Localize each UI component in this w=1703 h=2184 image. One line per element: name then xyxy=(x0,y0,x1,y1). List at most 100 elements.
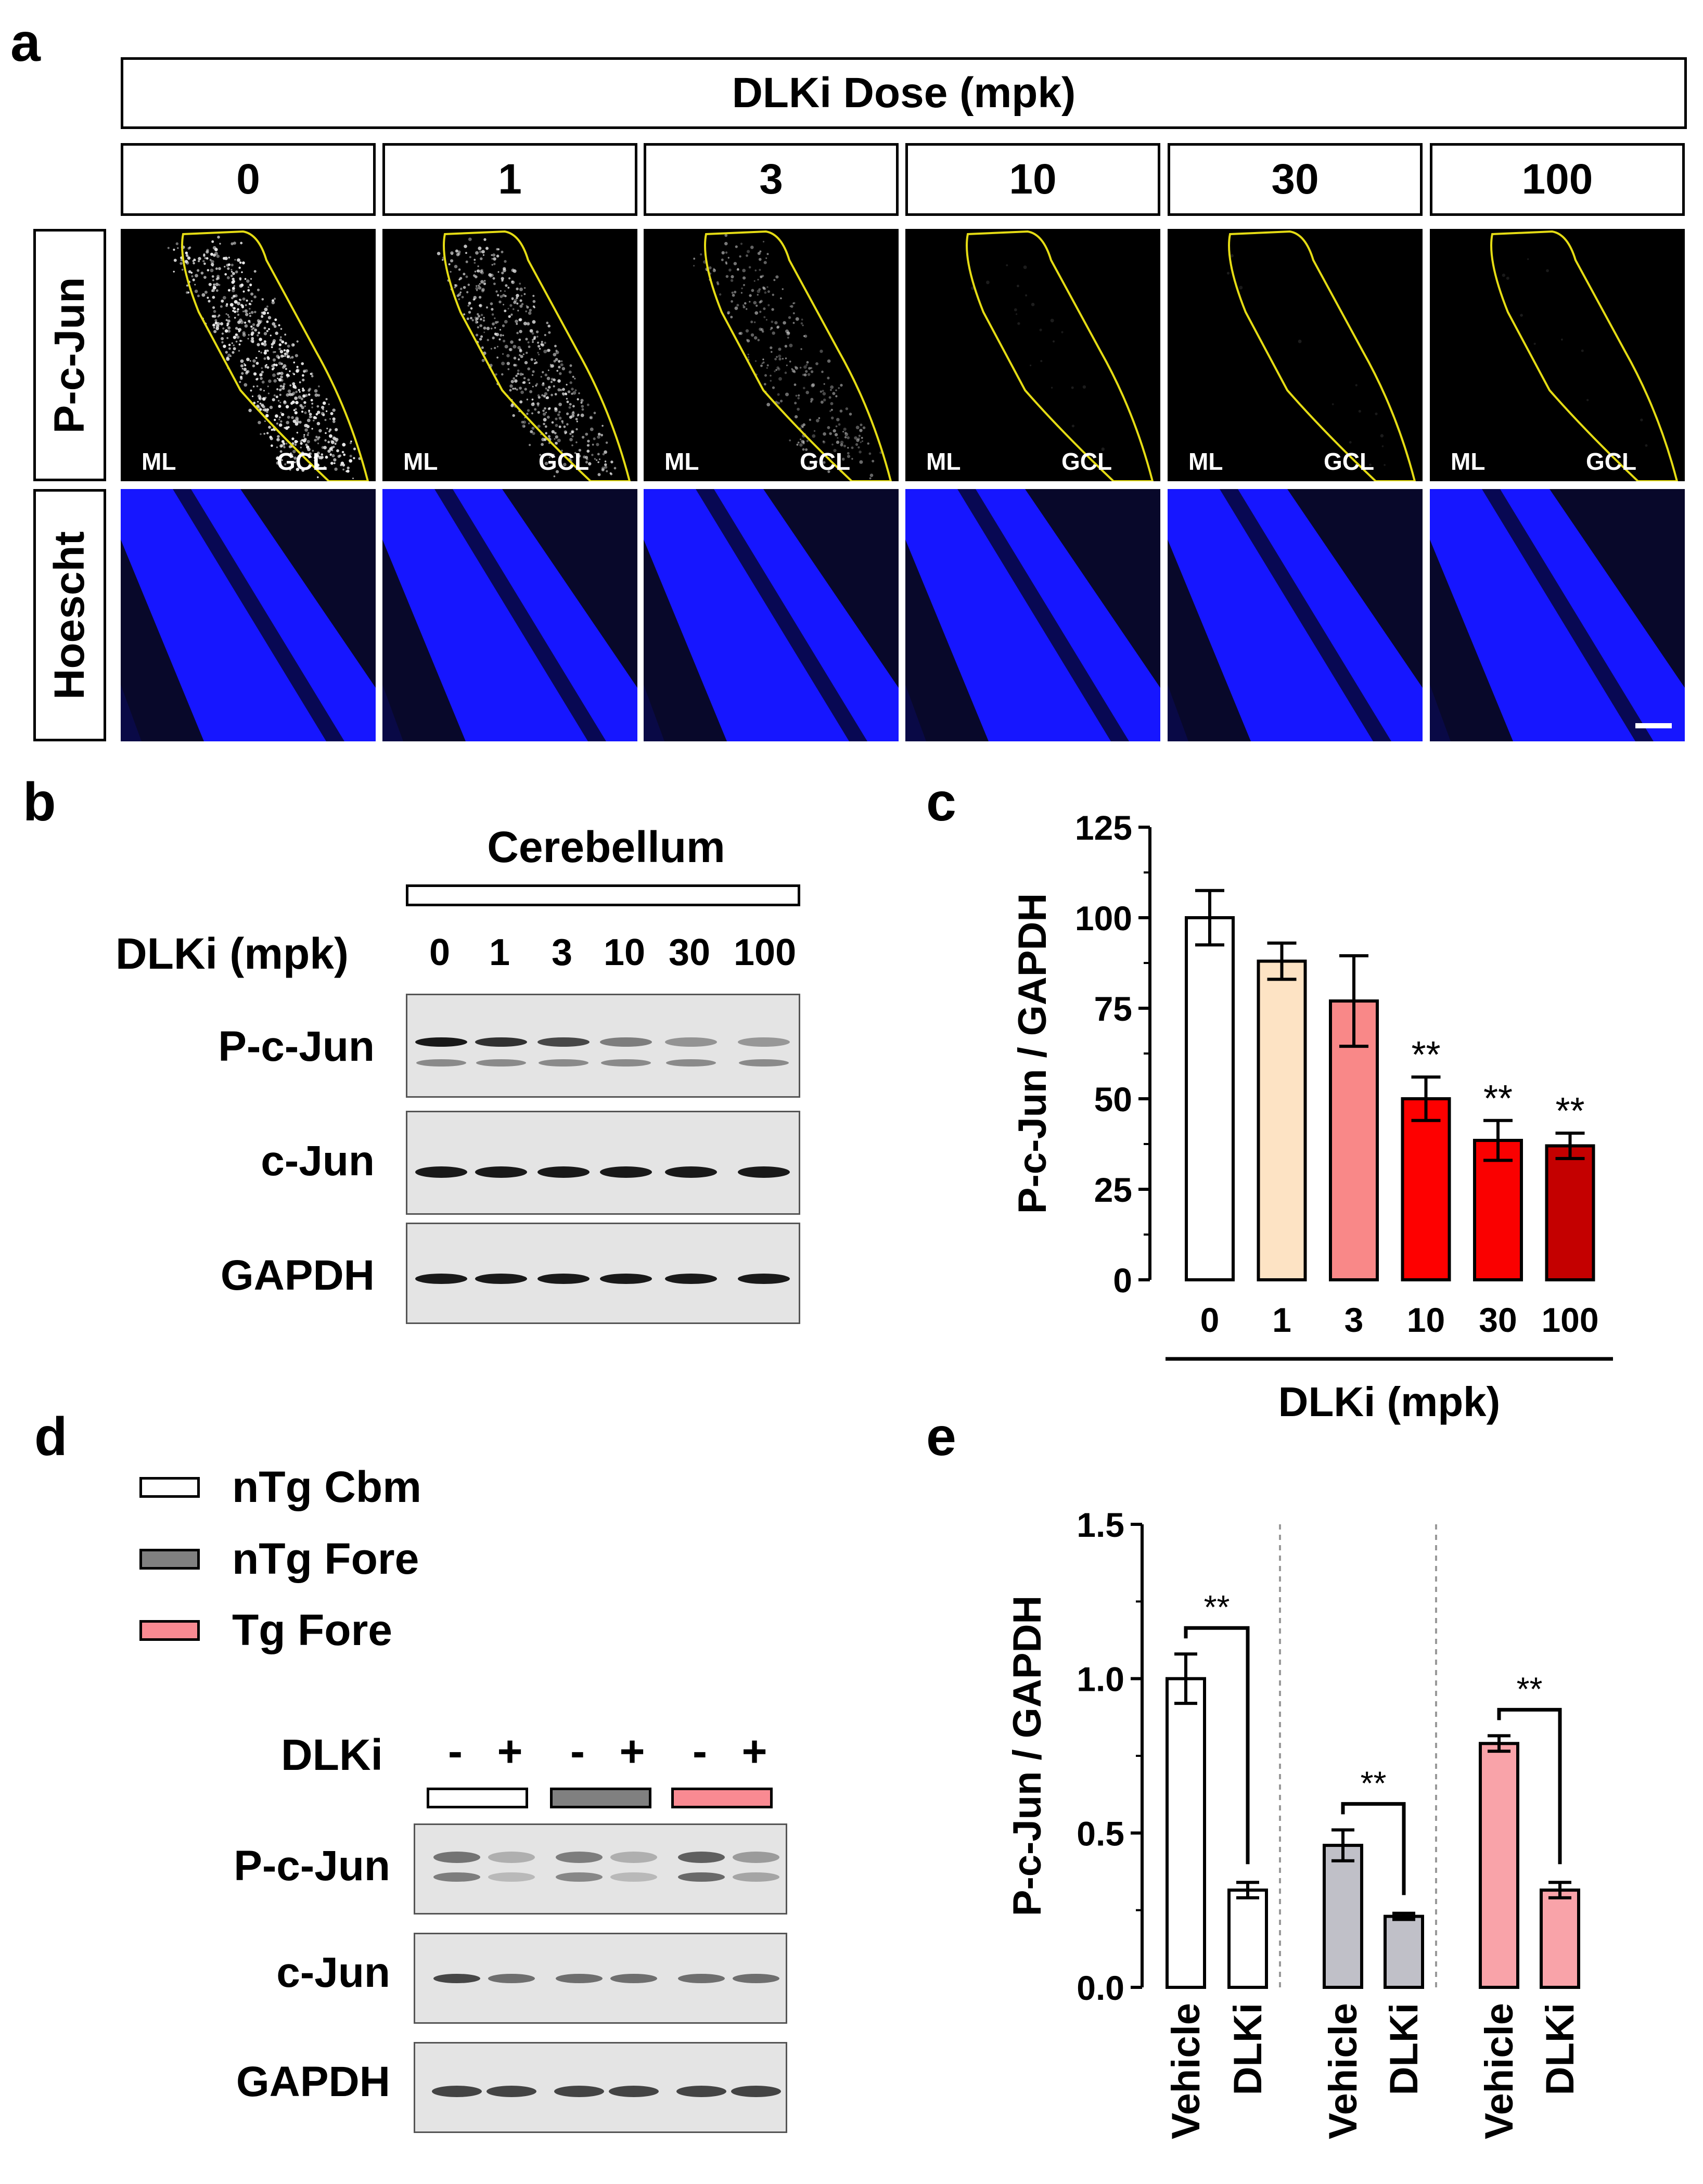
signal-dot xyxy=(529,444,531,446)
signal-dot xyxy=(802,324,804,327)
signal-dot xyxy=(566,401,569,403)
signal-dot xyxy=(306,425,310,428)
signal-dot xyxy=(332,436,336,440)
signal-dot xyxy=(548,331,551,334)
signal-dot xyxy=(558,403,562,406)
signal-dot xyxy=(309,416,312,419)
signal-dot xyxy=(566,423,569,426)
signal-dot xyxy=(551,460,554,464)
signal-dot xyxy=(246,279,250,283)
signal-dot xyxy=(221,337,224,340)
signal-dot xyxy=(778,348,782,351)
signal-dot xyxy=(331,449,334,452)
signal-dot xyxy=(304,428,308,432)
signal-dot xyxy=(513,344,517,349)
band-secondary xyxy=(739,1059,789,1067)
signal-dot xyxy=(840,441,844,444)
signal-dot xyxy=(180,262,183,265)
signal-dot xyxy=(839,409,843,413)
signal-dot xyxy=(600,433,604,436)
signal-dot xyxy=(735,245,738,248)
signal-dot xyxy=(522,420,526,424)
signal-dot xyxy=(185,252,188,254)
signal-dot xyxy=(601,466,605,470)
signal-dot xyxy=(277,356,280,359)
signal-dot xyxy=(836,418,840,421)
signal-dot xyxy=(550,393,553,396)
signal-dot xyxy=(750,333,754,337)
signal-dot xyxy=(198,260,200,262)
signal-dot xyxy=(782,358,784,360)
signal-dot xyxy=(497,294,500,297)
signal-dot xyxy=(275,414,278,418)
signal-dot xyxy=(838,387,840,389)
signal-dot xyxy=(774,370,776,372)
blot-svg xyxy=(415,1166,790,1178)
region-label-ml: ML xyxy=(1451,448,1486,475)
hoechst-image xyxy=(905,489,1160,741)
signal-dot xyxy=(741,287,743,290)
hoechst-image xyxy=(644,489,899,741)
bar xyxy=(1323,1844,1363,1989)
signal-dot xyxy=(515,364,518,367)
granule-layer xyxy=(644,489,899,741)
signal-dot xyxy=(558,456,562,460)
signal-dot xyxy=(523,293,526,296)
signal-dot xyxy=(272,398,275,402)
legend-label: nTg Cbm xyxy=(232,1462,421,1511)
signal-dot xyxy=(742,305,746,309)
signal-dot xyxy=(278,362,282,365)
signal-dot xyxy=(537,411,540,414)
band xyxy=(415,1274,467,1284)
region-label-ml: ML xyxy=(664,448,699,475)
signal-dot xyxy=(212,279,214,281)
hoechst-image xyxy=(1430,489,1685,741)
x-tick-label: Vehicle xyxy=(1321,2003,1365,2139)
signal-dot xyxy=(450,259,454,263)
signal-dot xyxy=(519,318,522,322)
y-tick-label: 125 xyxy=(1075,808,1132,847)
signal-dot xyxy=(329,453,332,456)
signal-dot xyxy=(239,261,242,264)
band xyxy=(432,2086,482,2097)
signal-dot xyxy=(557,413,560,416)
pcjun-image: ML GCL xyxy=(1430,229,1685,481)
signal-dot xyxy=(272,339,276,343)
signal-dot xyxy=(543,413,546,416)
signal-dot xyxy=(553,359,556,363)
signal-dot xyxy=(560,449,564,452)
signal-dot xyxy=(569,403,572,406)
signal-dot xyxy=(754,360,757,362)
signal-dot xyxy=(244,364,247,367)
legend-label: Tg Fore xyxy=(232,1605,392,1654)
signal-dot xyxy=(494,321,498,324)
signal-dot xyxy=(308,393,311,396)
blot-svg xyxy=(415,1037,790,1067)
band-secondary xyxy=(416,1059,466,1067)
signal-dot xyxy=(510,404,514,407)
band xyxy=(609,2086,659,2097)
signal-dot xyxy=(527,323,530,325)
signal-dot xyxy=(271,368,274,370)
signal-dot xyxy=(228,256,230,259)
signal-dot xyxy=(777,393,780,396)
signal-dot xyxy=(226,337,229,339)
signal-dot xyxy=(316,438,319,441)
signal-dot xyxy=(776,356,778,358)
signal-dot xyxy=(498,338,501,341)
signal-dot xyxy=(284,342,287,345)
signal-dot xyxy=(557,388,561,392)
signal-dot xyxy=(329,428,332,431)
signal-dot xyxy=(835,425,838,428)
signal-dot xyxy=(442,259,444,261)
signal-dot xyxy=(1298,339,1302,343)
signal-dot xyxy=(291,356,294,359)
signal-dot xyxy=(258,331,260,335)
signal-dot xyxy=(229,303,234,307)
signal-dot xyxy=(483,238,486,241)
signal-dot xyxy=(212,306,215,309)
scale-bar xyxy=(1635,723,1672,728)
signal-dot xyxy=(551,430,555,434)
signal-dot xyxy=(494,332,497,336)
signal-dot xyxy=(265,414,269,418)
